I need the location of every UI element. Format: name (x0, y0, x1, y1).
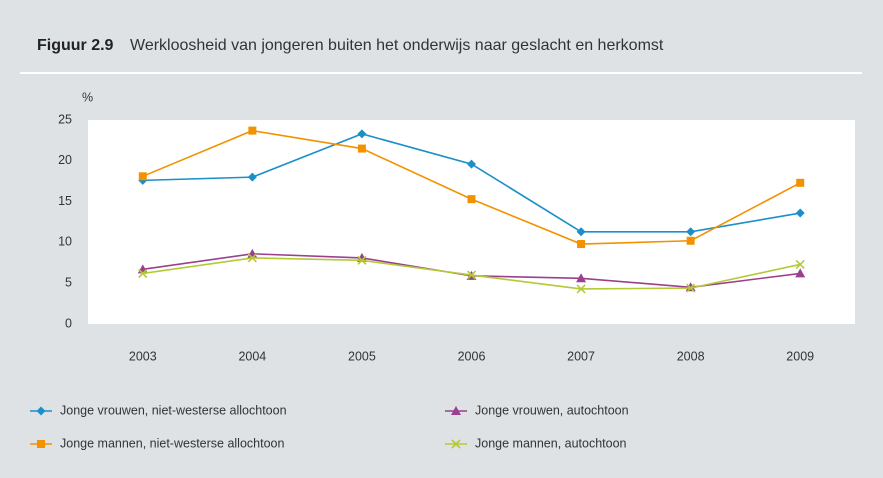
marker (795, 259, 805, 269)
y-axis-label: % (82, 90, 93, 104)
legend-label: Jonge mannen, niet-westerse allochtoon (60, 436, 284, 450)
marker (357, 144, 366, 153)
marker (36, 406, 46, 416)
y-tick-label: 25 (58, 112, 72, 126)
marker (357, 129, 367, 139)
marker (796, 178, 805, 187)
legend-label: Jonge mannen, autochtoon (475, 436, 627, 450)
marker (795, 268, 806, 278)
x-tick-label: 2006 (458, 349, 486, 363)
marker (451, 406, 461, 415)
marker (138, 172, 147, 181)
marker (467, 195, 476, 204)
marker (248, 126, 257, 135)
y-tick-label: 0 (65, 316, 72, 330)
y-tick-label: 10 (58, 235, 72, 249)
marker (686, 236, 695, 245)
y-tick-label: 20 (58, 153, 72, 167)
marker (247, 172, 257, 182)
marker (685, 282, 696, 292)
marker (247, 253, 257, 263)
chart-title: Werkloosheid van jongeren buiten het ond… (130, 37, 664, 54)
marker (576, 227, 586, 237)
x-tick-label: 2009 (786, 349, 814, 363)
marker (686, 283, 696, 293)
figure-label: Figuur 2.9 (37, 37, 114, 54)
x-tick-label: 2005 (348, 349, 376, 363)
legend-label: Jonge vrouwen, autochtoon (475, 403, 629, 417)
legend-label: Jonge vrouwen, niet-westerse allochtoon (60, 403, 287, 417)
marker (576, 284, 586, 294)
marker (576, 273, 587, 283)
marker (577, 240, 586, 249)
x-tick-label: 2007 (567, 349, 595, 363)
marker (357, 255, 367, 265)
marker (686, 227, 696, 237)
marker (795, 208, 805, 218)
marker (466, 270, 477, 280)
x-tick-label: 2004 (238, 349, 266, 363)
marker (451, 439, 461, 449)
x-tick-label: 2003 (129, 349, 157, 363)
marker (37, 440, 45, 448)
marker (138, 268, 148, 278)
x-tick-label: 2008 (677, 349, 705, 363)
y-tick-label: 15 (58, 194, 72, 208)
marker (467, 159, 476, 169)
y-tick-label: 5 (65, 275, 72, 289)
